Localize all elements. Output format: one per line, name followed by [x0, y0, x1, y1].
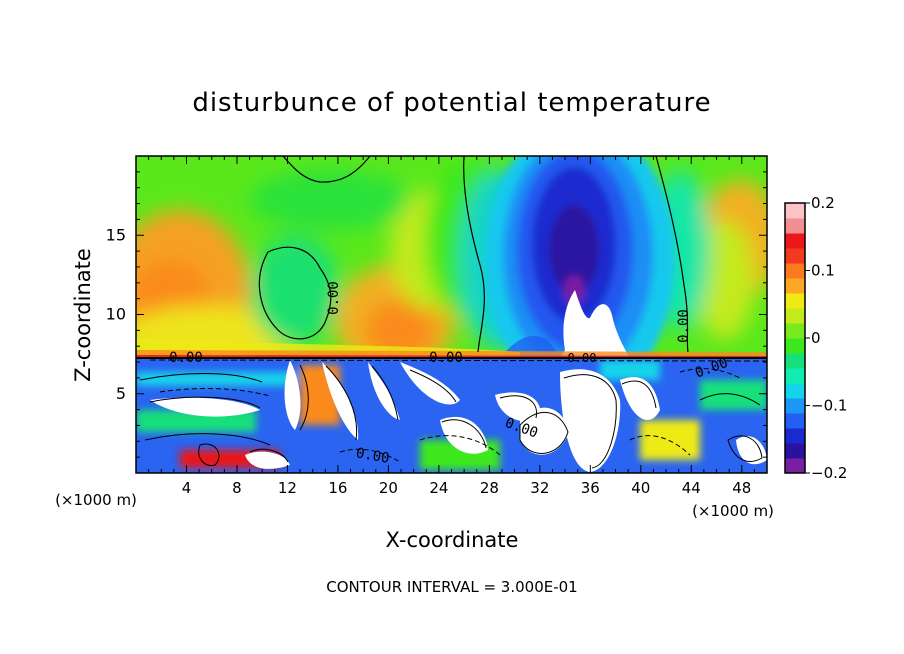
x-tick-label: 40: [631, 479, 650, 497]
x-unit-label-left: (×1000 m): [55, 491, 137, 509]
x-tick-label: 28: [480, 479, 499, 497]
colorbar-tick-label: −0.1: [811, 397, 847, 415]
colorbar-swatch: [785, 443, 805, 459]
x-tick-label: 24: [429, 479, 448, 497]
colorbar-swatch: [785, 338, 805, 354]
colorbar-swatch: [785, 278, 805, 294]
x-axis-title: X-coordinate: [386, 528, 519, 552]
x-tick-label: 12: [278, 479, 297, 497]
colorbar-tick-label: 0.2: [811, 194, 835, 212]
chart-title: disturbunce of potential temperature: [192, 88, 711, 118]
x-tick-label: 48: [732, 479, 751, 497]
colorbar-swatch: [785, 248, 805, 264]
lower-field: [136, 358, 767, 473]
contour-label: 0.00: [676, 309, 692, 343]
contour-label: 0.00: [355, 445, 391, 467]
y-tick-label: 10: [106, 305, 126, 324]
x-tick-label: 20: [379, 479, 398, 497]
y-axis-title: Z-coordinate: [71, 248, 95, 382]
colorbar: 0.2 0.1 0 −0.1 −0.2: [785, 194, 847, 482]
colorbar-swatch: [785, 353, 805, 369]
y-tick-label: 15: [106, 225, 126, 244]
colorbar-swatch: [785, 428, 805, 444]
x-tick-label: 32: [530, 479, 549, 497]
colorbar-swatch: [785, 203, 805, 219]
colorbar-tick-label: 0.1: [811, 262, 835, 280]
colorbar-swatch: [785, 398, 805, 414]
x-tick-label: 4: [182, 479, 192, 497]
colorbar-swatch: [785, 383, 805, 399]
colorbar-swatch: [785, 413, 805, 429]
colorbar-swatch: [785, 323, 805, 339]
colorbar-tick-label: 0: [811, 329, 821, 347]
colorbar-swatch: [785, 293, 805, 309]
x-tick-label: 8: [232, 479, 242, 497]
x-tick-label: 44: [682, 479, 701, 497]
contour-interval-note: CONTOUR INTERVAL = 3.000E-01: [326, 578, 577, 596]
contour-label: 0.00: [326, 281, 342, 315]
x-unit-label-right: (×1000 m): [692, 502, 774, 520]
colorbar-swatch: [785, 218, 805, 234]
colorbar-tick-label: −0.2: [811, 464, 847, 482]
contour-label: 0.00: [568, 351, 597, 365]
plot-area: 0.00 0.00 0.00 0.00 0.00 0.00 0.00 0.00: [135, 155, 768, 474]
colorbar-swatch: [785, 458, 805, 474]
colorbar-swatch: [785, 263, 805, 279]
colorbar-frame: [784, 202, 806, 474]
y-tick-label: 5: [116, 384, 126, 403]
colorbar-swatch: [785, 368, 805, 384]
contour-label: 0.00: [169, 350, 203, 366]
colorbar-swatch: [785, 233, 805, 249]
x-tick-label: 16: [328, 479, 347, 497]
x-tick-label: 36: [581, 479, 600, 497]
contour-label: 0.00: [429, 350, 463, 366]
colorbar-swatch: [785, 308, 805, 324]
upper-field: [136, 156, 767, 358]
